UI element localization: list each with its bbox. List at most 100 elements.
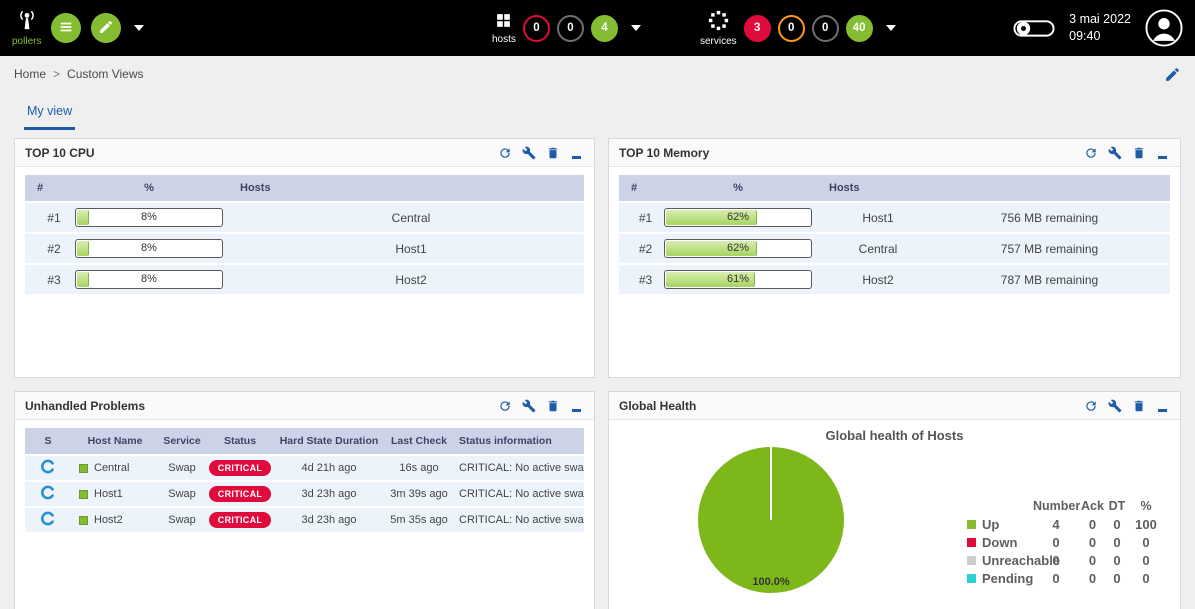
panel-unhandled-problems: Unhandled Problems S Host Name Service S… (14, 391, 595, 609)
usage-label: 62% (726, 211, 750, 223)
legend-row-unreachable: Unreachable 0 0 0 0 (967, 551, 1164, 569)
topbar: pollers hosts 0 0 4 services 3 0 0 (0, 0, 1195, 56)
hosts-badge-unreachable[interactable]: 0 (556, 14, 584, 42)
hosts-menu[interactable]: hosts (492, 12, 516, 45)
minimize-icon[interactable] (1155, 145, 1170, 160)
tab-my-view[interactable]: My view (24, 104, 76, 130)
cpu-row[interactable]: #1 8% Central (25, 203, 584, 232)
services-icon (708, 10, 729, 34)
column-header: S (25, 428, 71, 454)
panel-actions (497, 145, 584, 160)
memory-row[interactable]: #1 62% Host1 756 MB remaining (619, 203, 1170, 232)
pie-chart: 100.0% (697, 446, 845, 594)
host-name[interactable]: Central (94, 462, 130, 474)
legend-dt: 0 (1113, 552, 1121, 568)
pencil-icon (98, 19, 114, 38)
refresh-icon[interactable] (497, 145, 512, 160)
column-header: Hard State Duration (275, 428, 383, 454)
trash-icon[interactable] (1131, 145, 1146, 160)
chevron-down-icon[interactable] (885, 25, 896, 31)
services-badge-ok[interactable]: 40 (845, 14, 873, 42)
cpu-row[interactable]: #3 8% Host2 (25, 265, 584, 294)
hosts-badge-up[interactable]: 4 (590, 14, 618, 42)
problem-row[interactable]: Host1 Swap CRITICAL 3d 23h ago 3m 39s ag… (25, 482, 584, 506)
remaining-cell: 757 MB remaining (929, 234, 1170, 263)
column-header: Status (205, 428, 275, 454)
services-menu[interactable]: services (700, 10, 737, 47)
settings-toggle-icon[interactable] (1013, 17, 1055, 39)
panel-actions (1083, 398, 1170, 413)
column-header: % (659, 175, 817, 201)
host-name[interactable]: Host2 (94, 514, 123, 526)
refresh-icon[interactable] (497, 398, 512, 413)
legend-dt: 0 (1113, 534, 1121, 550)
legend-pct: 0 (1142, 534, 1150, 550)
usage-label: 61% (726, 273, 750, 285)
hosts-badge-down[interactable]: 0 (522, 14, 550, 42)
services-badge-unknown[interactable]: 0 (811, 14, 839, 42)
panel-top10-memory: TOP 10 Memory # % Hosts #1 62% Host1 (608, 138, 1181, 378)
legend-label: Pending (982, 570, 1034, 586)
edit-view-icon[interactable] (1164, 66, 1181, 83)
host-name[interactable]: Host1 (94, 488, 123, 500)
legend-number: 0 (1052, 534, 1060, 550)
duration-cell: 3d 23h ago (275, 508, 383, 532)
service-cell[interactable]: Swap (159, 456, 205, 480)
wrench-icon[interactable] (521, 398, 536, 413)
legend-swatch (967, 519, 976, 529)
memory-row[interactable]: #2 62% Central 757 MB remaining (619, 234, 1170, 263)
pollers-label: pollers (12, 36, 42, 47)
list-icon (58, 19, 74, 38)
status-info-cell: CRITICAL: No active swap (455, 508, 584, 532)
trash-icon[interactable] (545, 398, 560, 413)
rank-cell: #3 (619, 265, 659, 294)
legend-label: Up (982, 516, 1000, 532)
legend-header: DT (1108, 499, 1126, 513)
legend-swatch (967, 573, 976, 583)
services-badge-warning[interactable]: 0 (777, 14, 805, 42)
minimize-icon[interactable] (569, 398, 584, 413)
pollers-menu[interactable]: pollers (12, 9, 41, 47)
problem-row[interactable]: Host2 Swap CRITICAL 3d 23h ago 5m 35s ag… (25, 508, 584, 532)
status-badge: CRITICAL (208, 512, 272, 528)
legend-ack: 0 (1088, 516, 1097, 532)
remaining-cell: 756 MB remaining (929, 203, 1170, 232)
chevron-down-icon[interactable] (630, 25, 641, 31)
memory-row[interactable]: #3 61% Host2 787 MB remaining (619, 265, 1170, 294)
column-header: Last Check (383, 428, 455, 454)
service-cell[interactable]: Swap (159, 508, 205, 532)
pie-legend: Number Ack DT % Up 4 0 0 100 Down 0 0 0 (967, 497, 1164, 587)
chevron-down-icon[interactable] (134, 25, 145, 31)
services-label: services (700, 35, 737, 47)
breadcrumb-current[interactable]: Custom Views (67, 67, 144, 81)
minimize-icon[interactable] (1155, 398, 1170, 413)
poller-configure-button[interactable] (91, 13, 122, 43)
problem-row[interactable]: Central Swap CRITICAL 4d 21h ago 16s ago… (25, 456, 584, 480)
rank-cell: #3 (25, 265, 70, 294)
column-header: Status information (455, 428, 584, 454)
legend-number: 4 (1052, 516, 1060, 532)
trash-icon[interactable] (1131, 398, 1146, 413)
trash-icon[interactable] (545, 145, 560, 160)
wrench-icon[interactable] (521, 145, 536, 160)
minimize-icon[interactable] (569, 145, 584, 160)
poller-list-button[interactable] (51, 13, 82, 43)
cpu-table: # % Hosts #1 8% Central #2 8% Host1 #3 8… (25, 173, 584, 296)
wrench-icon[interactable] (1107, 145, 1122, 160)
refresh-icon[interactable] (1083, 398, 1098, 413)
service-cell[interactable]: Swap (159, 482, 205, 506)
status-info-cell: CRITICAL: No active swap (455, 456, 584, 480)
memory-table: # % Hosts #1 62% Host1 756 MB remaining … (619, 173, 1170, 296)
usage-label: 8% (141, 211, 157, 223)
wrench-icon[interactable] (1107, 398, 1122, 413)
refresh-icon[interactable] (1083, 145, 1098, 160)
centreon-logo-icon (40, 459, 56, 474)
legend-number: 0 (1052, 552, 1060, 568)
breadcrumb-home[interactable]: Home (14, 67, 47, 81)
panel-global-health: Global Health Global health of Hosts 100… (608, 391, 1181, 609)
user-avatar-icon[interactable] (1145, 9, 1183, 47)
cpu-row[interactable]: #2 8% Host1 (25, 234, 584, 263)
services-badge-critical[interactable]: 3 (743, 14, 771, 42)
hosts-group: hosts 0 0 4 (492, 0, 641, 56)
panel-title: Unhandled Problems (25, 398, 146, 413)
